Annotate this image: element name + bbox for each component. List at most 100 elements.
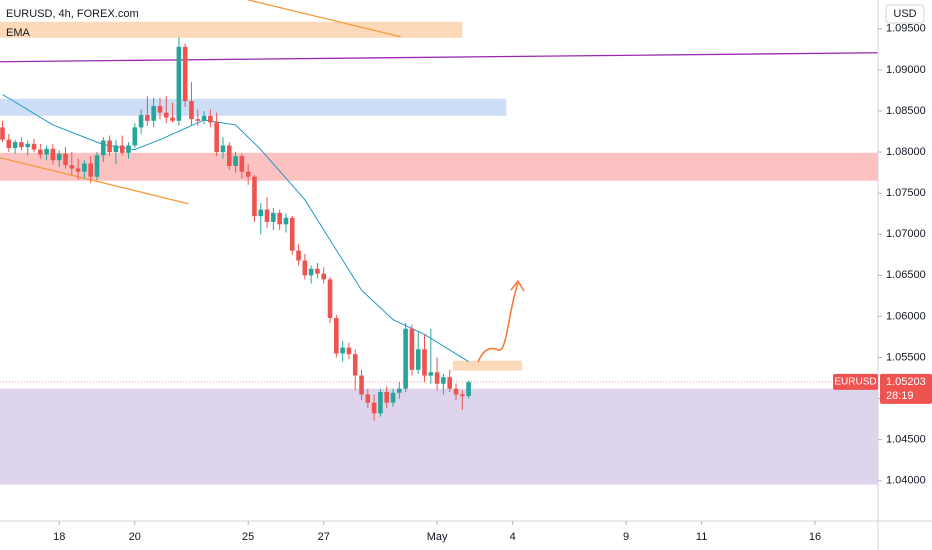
candle-body	[397, 388, 402, 393]
candle-body	[308, 268, 314, 276]
candle-body	[327, 279, 333, 319]
candle-body	[252, 176, 257, 217]
x-tick-label: 11	[696, 531, 707, 543]
candle-body	[0, 127, 5, 140]
candle-body	[138, 115, 144, 128]
last-price-box	[880, 373, 932, 404]
candle-body	[378, 391, 383, 414]
candle-body	[403, 328, 408, 389]
candle-body	[12, 142, 18, 148]
candle-body	[321, 273, 327, 280]
zone	[0, 152, 878, 181]
candle-body	[214, 122, 219, 153]
candle-body	[201, 115, 207, 121]
trend-line	[247, 0, 401, 38]
candle-body	[69, 165, 75, 169]
zone	[0, 98, 507, 116]
arrow-head	[510, 279, 525, 292]
candle-body	[113, 145, 119, 153]
candle-body	[182, 46, 188, 102]
candle-body	[258, 209, 264, 217]
candle-body	[289, 217, 295, 251]
candle-body	[283, 217, 289, 225]
candle-body	[176, 46, 182, 121]
candle-body	[157, 106, 163, 113]
candle-body	[371, 402, 377, 414]
symbol-box	[833, 373, 878, 390]
candle-body	[390, 392, 396, 403]
candle-body	[334, 318, 339, 354]
candle-body	[126, 145, 131, 153]
candle-body	[163, 112, 169, 118]
candle-body	[315, 268, 320, 274]
countdown: 28:19	[886, 390, 914, 402]
candle-body	[245, 171, 251, 177]
x-tick-label: May	[427, 531, 448, 543]
y-tick-label: 1.04500	[886, 434, 926, 446]
candle-body	[151, 106, 156, 121]
symbol-label: EURUSD	[834, 377, 876, 388]
candle-body	[94, 155, 100, 177]
candle-body	[359, 375, 364, 395]
candle-body	[447, 377, 453, 389]
candle-body	[226, 145, 232, 166]
x-tick-label: 25	[242, 531, 254, 543]
candle-body	[170, 117, 175, 121]
candle-body	[208, 115, 213, 123]
chart-title: EURUSD, 4h, FOREX.com	[6, 8, 139, 20]
candle-body	[340, 347, 345, 354]
indicator-legend[interactable]: EMA	[6, 27, 31, 39]
candle-body	[453, 388, 459, 395]
currency: USD	[893, 8, 916, 20]
x-tick-label: 4	[510, 531, 516, 543]
x-tick-label: 20	[129, 531, 141, 543]
candle-body	[428, 372, 434, 376]
plot-area	[0, 0, 879, 485]
candle-body	[50, 148, 56, 161]
y-tick-label: 1.05500	[886, 351, 926, 363]
candle-body	[107, 140, 112, 153]
y-tick-label: 1.09000	[886, 64, 926, 76]
zone	[452, 360, 523, 371]
candle-body	[352, 354, 358, 376]
last-price: 1.05203	[886, 376, 926, 388]
y-tick-label: 1.06000	[886, 310, 926, 322]
candle-body	[100, 140, 106, 156]
zone	[0, 21, 463, 38]
candle-body	[145, 115, 150, 121]
y-tick-label: 1.07500	[886, 187, 926, 199]
candle-body	[409, 328, 415, 370]
candle-body	[44, 148, 49, 155]
trend-line	[0, 52, 879, 63]
candle-body	[441, 377, 446, 384]
hand-drawn-arrow	[477, 282, 519, 363]
candle-body	[88, 163, 93, 177]
x-tick-label: 27	[318, 531, 330, 543]
candle-body	[75, 168, 81, 172]
candle-body	[195, 119, 201, 121]
candle-body	[56, 153, 62, 161]
candle-body	[31, 143, 37, 150]
candle-body	[119, 145, 125, 153]
candle-body	[466, 382, 471, 397]
candle-body	[422, 349, 427, 376]
candle-body	[132, 127, 138, 146]
y-tick-label: 1.08500	[886, 105, 926, 117]
candle-body	[365, 394, 371, 403]
candle-body	[63, 153, 68, 166]
candle-body	[38, 149, 43, 155]
candle-body	[19, 142, 24, 148]
candle-body	[271, 212, 276, 222]
candle-body	[264, 209, 270, 222]
zone	[0, 388, 878, 485]
currency-box[interactable]	[885, 4, 925, 24]
candle-body	[302, 260, 308, 276]
candle-body	[415, 349, 421, 370]
candle-body	[189, 101, 194, 120]
candle-body	[434, 372, 440, 384]
y-tick-label: 1.04000	[886, 475, 926, 487]
trend-line	[0, 157, 189, 205]
y-tick-label: 1.06500	[886, 269, 926, 281]
x-tick-label: 16	[809, 531, 821, 543]
